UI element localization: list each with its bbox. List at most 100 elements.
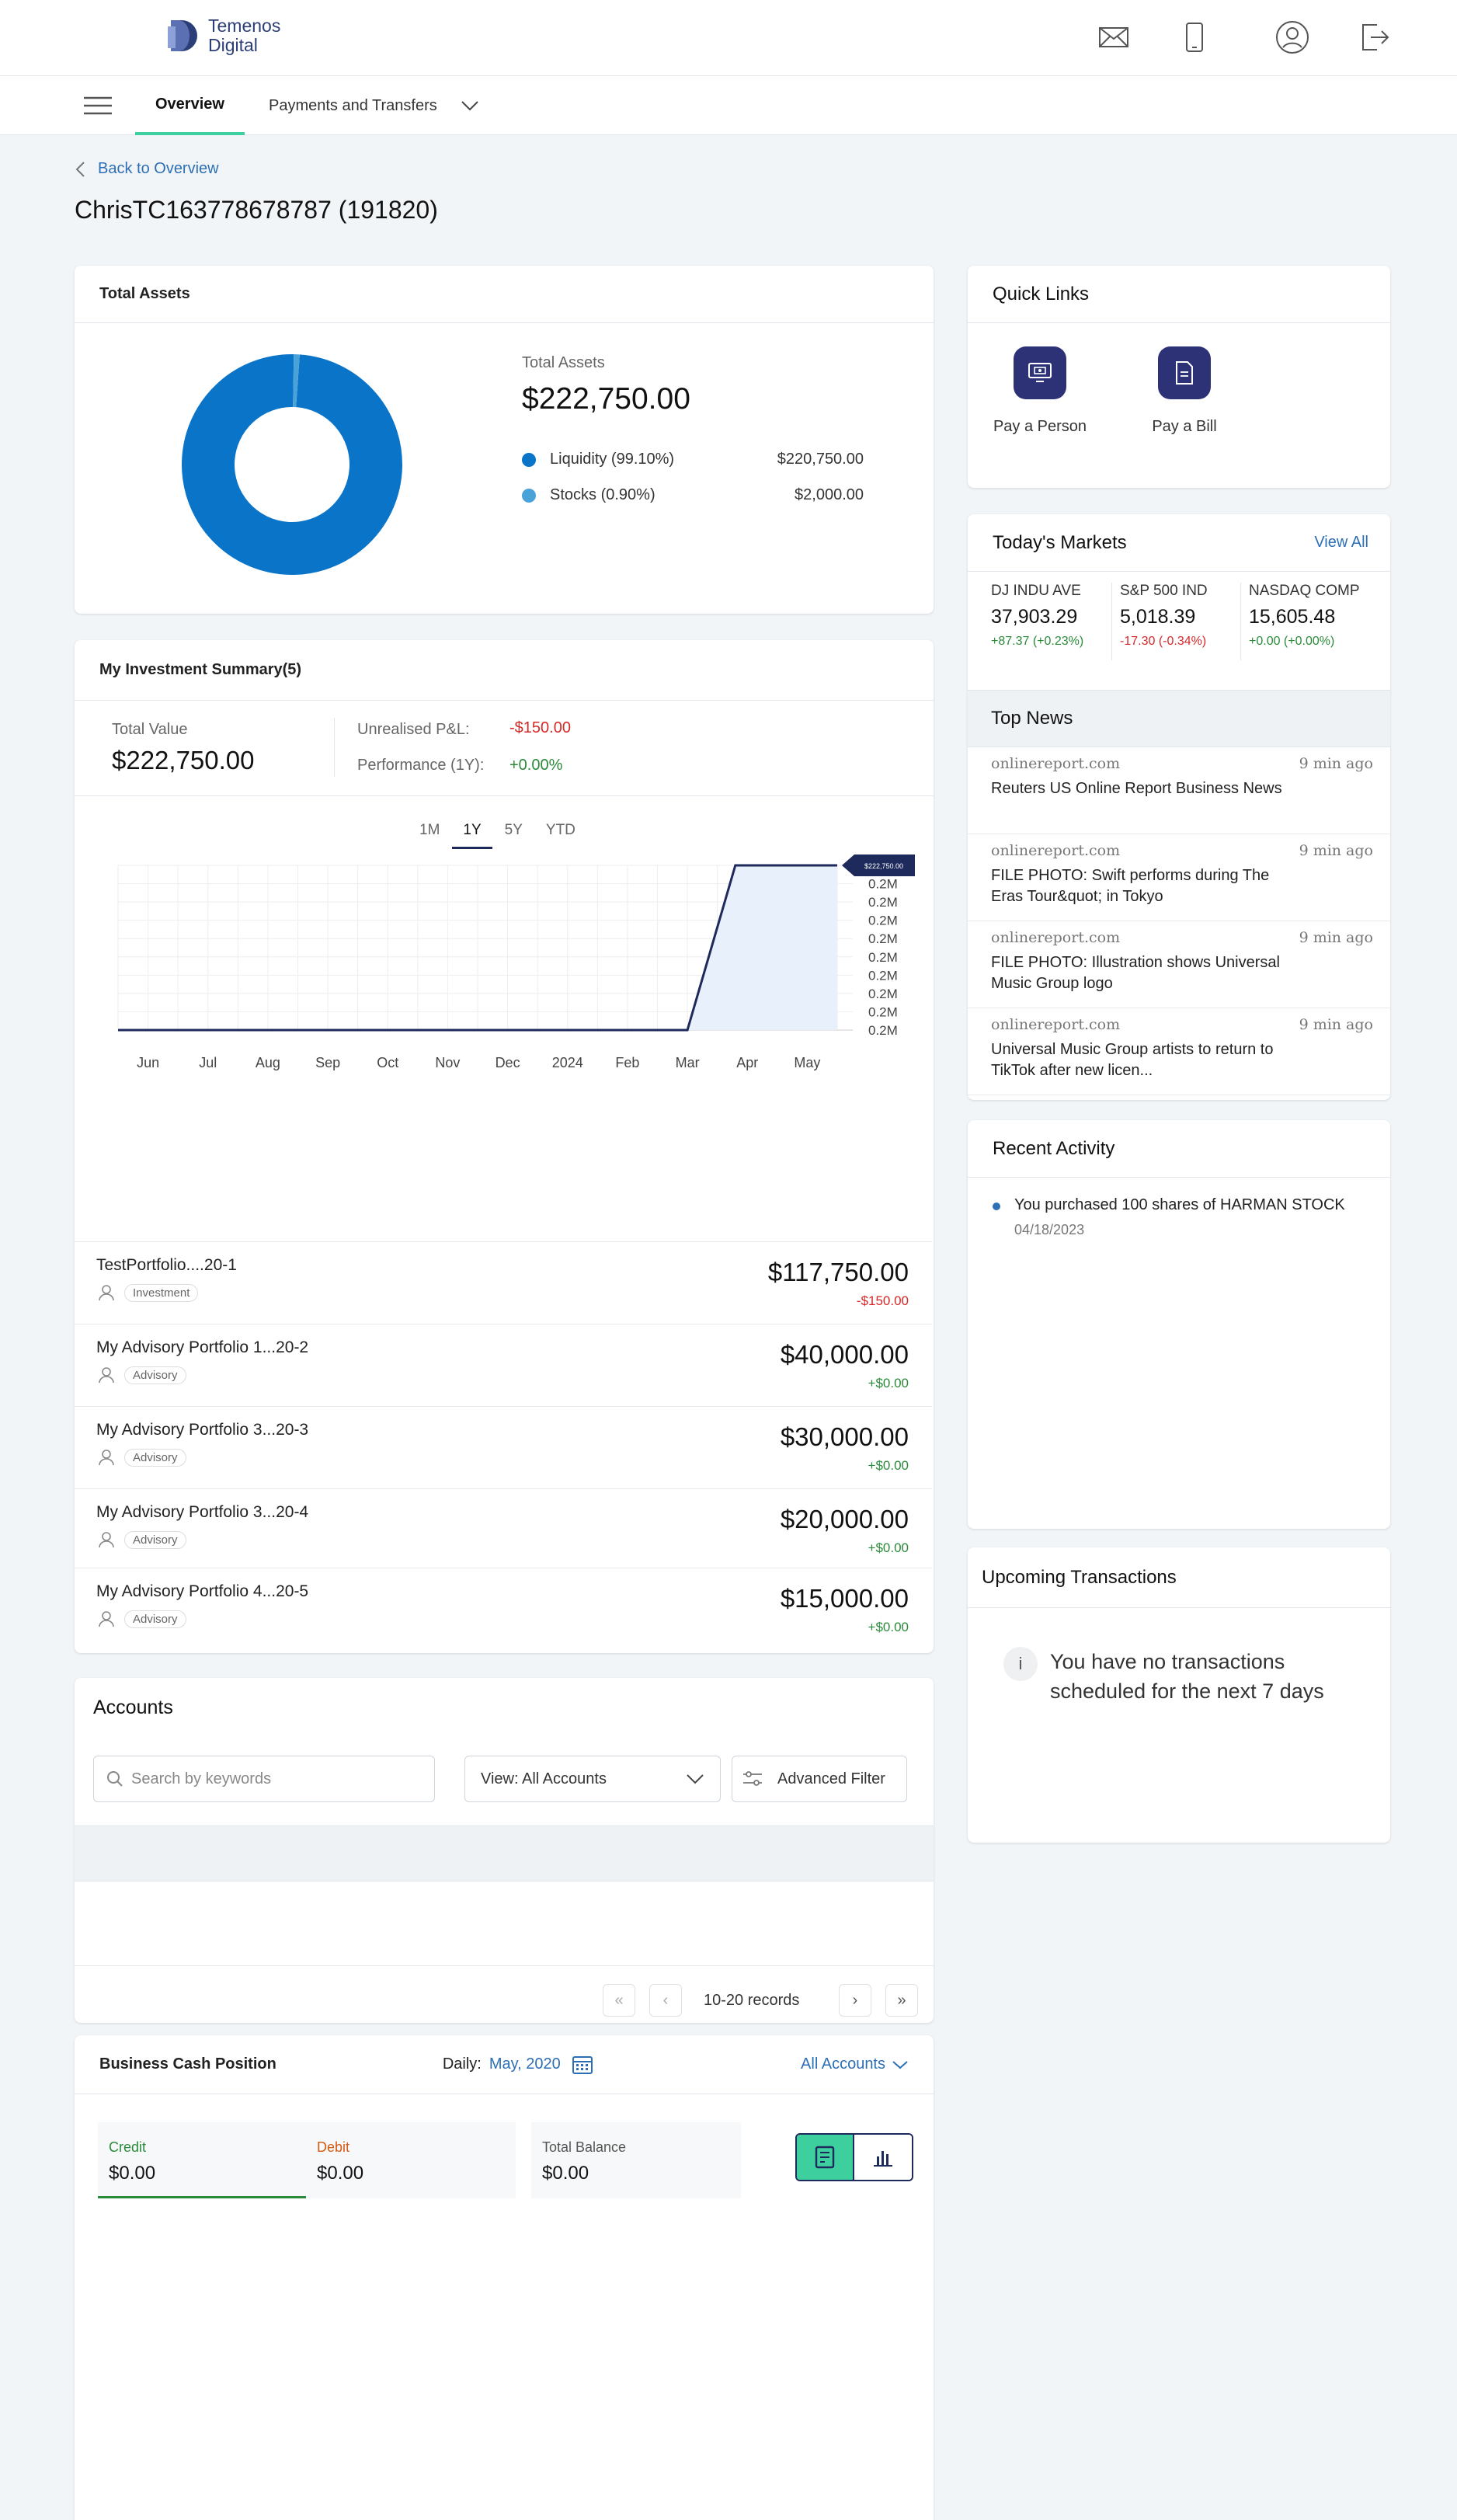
- portfolio-change: -$150.00: [856, 1293, 909, 1308]
- view-all-link[interactable]: View All: [1314, 534, 1368, 551]
- news-source: onlinereport.com: [991, 842, 1121, 859]
- summary-separator: [75, 795, 934, 796]
- x-tick-label: Oct: [377, 1055, 398, 1070]
- business-cash-position-card: Business Cash Position Daily: May, 2020 …: [75, 2035, 934, 2520]
- market-name: DJ INDU AVE: [991, 583, 1081, 599]
- pay-a-person-label: Pay a Person: [993, 418, 1087, 435]
- logout-icon[interactable]: [1354, 17, 1395, 57]
- news-item[interactable]: onlinereport.com 9 min ago FILE PHOTO: Ill…: [968, 921, 1390, 1008]
- total-balance-tile[interactable]: Total Balance $0.00: [531, 2122, 741, 2198]
- person-icon: [99, 1611, 114, 1627]
- portfolio-row[interactable]: My Advisory Portfolio 3...20-4 Advisory $2…: [75, 1488, 932, 1568]
- brand-logo[interactable]: Temenos Digital: [166, 16, 280, 56]
- person-icon: [99, 1367, 114, 1384]
- first-page-button[interactable]: «: [603, 1984, 635, 2017]
- market-index[interactable]: S&P 500 IND 5,018.39 -17.30 (-0.34%): [1120, 583, 1241, 660]
- legend-stocks-label: Stocks (0.90%): [550, 486, 655, 503]
- x-tick-label: 2024: [552, 1055, 583, 1070]
- top-header: Temenos Digital: [0, 0, 1457, 76]
- tooltip-text: $222,750.00: [864, 862, 903, 870]
- accounts-search-input[interactable]: Search by keywords: [93, 1756, 435, 1802]
- news-source: onlinereport.com: [991, 929, 1121, 946]
- hamburger-menu-icon[interactable]: [82, 95, 113, 117]
- mail-icon[interactable]: [1094, 17, 1134, 57]
- upcoming-transactions-card: Upcoming Transactions i You have no tran…: [968, 1547, 1390, 1843]
- news-item[interactable]: onlinereport.com 9 min ago Universal Music…: [968, 1008, 1390, 1095]
- donut-slice-0[interactable]: [182, 354, 402, 575]
- portfolio-name: My Advisory Portfolio 3...20-4: [96, 1503, 309, 1521]
- activity-text: You purchased 100 shares of HARMAN STOCK: [1014, 1196, 1345, 1213]
- debit-tile[interactable]: Debit $0.00: [306, 2122, 516, 2198]
- back-to-overview-link[interactable]: Back to Overview: [75, 160, 219, 178]
- portfolio-value: $15,000.00: [780, 1584, 909, 1613]
- y-tick-label: 0.2M: [868, 1023, 898, 1038]
- accounts-card: Accounts Search by keywords View: All Ac…: [75, 1678, 934, 2023]
- last-page-button[interactable]: »: [885, 1984, 918, 2017]
- donut-slice-1[interactable]: [182, 354, 402, 575]
- pay-a-person-link[interactable]: Pay a Person: [986, 346, 1094, 447]
- market-value: 37,903.29: [991, 606, 1078, 628]
- market-index[interactable]: NASDAQ COMP 15,605.48 +0.00 (+0.00%): [1249, 583, 1370, 660]
- news-time: 9 min ago: [1299, 755, 1373, 772]
- portfolio-list: TestPortfolio....20-1 Investment $117,750.…: [75, 1241, 934, 1653]
- portfolio-type-badge: Advisory: [124, 1449, 186, 1467]
- tab-overview[interactable]: Overview: [135, 76, 245, 135]
- market-index-list: DJ INDU AVE 37,903.29 +87.37 (+0.23%) S&P 5…: [968, 573, 1390, 660]
- quick-links-card: Quick Links Pay a Person Pay a Bill: [968, 266, 1390, 488]
- prev-page-button[interactable]: ‹: [649, 1984, 682, 2017]
- search-placeholder: Search by keywords: [131, 1770, 272, 1787]
- user-profile-icon[interactable]: [1272, 17, 1313, 57]
- brand-line-1: Temenos: [208, 16, 281, 36]
- portfolio-name: My Advisory Portfolio 4...20-5: [96, 1582, 309, 1600]
- daily-value[interactable]: May, 2020: [489, 2055, 561, 2073]
- chart-series-line[interactable]: [118, 864, 837, 1032]
- x-tick-label: Dec: [496, 1055, 520, 1070]
- tab-payments-and-transfers[interactable]: Payments and Transfers: [269, 76, 479, 135]
- market-change: +0.00 (+0.00%): [1249, 635, 1335, 648]
- double-chevron-right-icon: »: [897, 1991, 906, 2009]
- news-item[interactable]: onlinereport.com 9 min ago Reuters US Onli…: [968, 747, 1390, 834]
- todays-markets-card: Today's Markets View All DJ INDU AVE 37,9…: [968, 514, 1390, 1100]
- pay-a-bill-link[interactable]: Pay a Bill: [1131, 346, 1238, 447]
- page-title: ChrisTC163778678787 (191820): [75, 196, 438, 224]
- view-toggle: [795, 2133, 913, 2181]
- news-headline: FILE PHOTO: Swift performs during The Er…: [991, 867, 1270, 905]
- calendar-icon[interactable]: [572, 2055, 593, 2075]
- period-1y[interactable]: 1Y: [452, 822, 492, 849]
- portfolio-row[interactable]: My Advisory Portfolio 1...20-2 Advisory $4…: [75, 1324, 932, 1406]
- news-headline: Universal Music Group artists to return …: [991, 1041, 1274, 1079]
- table-view-button[interactable]: [797, 2135, 855, 2180]
- next-page-button[interactable]: ›: [839, 1984, 871, 2017]
- recent-activity-header: Recent Activity: [968, 1120, 1390, 1178]
- period-1m[interactable]: 1M: [419, 822, 440, 838]
- advanced-filter-button[interactable]: Advanced Filter: [732, 1756, 907, 1802]
- investment-summary-card: My Investment Summary(5) Total Value $22…: [75, 640, 934, 1653]
- investment-line-chart: 0.2M0.2M0.2M0.2M0.2M0.2M0.2M0.2M0.2M0.2M…: [117, 855, 915, 1070]
- daily-label: Daily:: [442, 2055, 482, 2073]
- pay-bill-icon: [1158, 346, 1211, 399]
- activity-item[interactable]: You purchased 100 shares of HARMAN STOCK…: [993, 1196, 1365, 1238]
- period-ytd[interactable]: YTD: [545, 822, 575, 838]
- search-icon: [107, 1771, 123, 1787]
- chart-view-button[interactable]: [854, 2135, 912, 2180]
- view-accounts-dropdown[interactable]: View: All Accounts: [464, 1756, 721, 1802]
- credit-tile[interactable]: Credit $0.00: [98, 2122, 308, 2198]
- news-item[interactable]: onlinereport.com 9 min ago FILE PHOTO: Swi…: [968, 834, 1390, 921]
- portfolio-row[interactable]: My Advisory Portfolio 4...20-5 Advisory $1…: [75, 1568, 932, 1653]
- mobile-icon[interactable]: [1174, 17, 1215, 57]
- pay-a-bill-label: Pay a Bill: [1152, 418, 1217, 435]
- all-accounts-dropdown[interactable]: All Accounts: [801, 2055, 909, 2073]
- total-balance-value: $0.00: [542, 2163, 589, 2184]
- y-tick-label: 0.2M: [868, 968, 898, 983]
- performance-label: Performance (1Y):: [357, 757, 485, 774]
- portfolio-row[interactable]: My Advisory Portfolio 3...20-3 Advisory $3…: [75, 1406, 932, 1488]
- chevron-left-icon: ‹: [662, 1991, 669, 2009]
- market-change: +87.37 (+0.23%): [991, 635, 1084, 648]
- portfolio-row[interactable]: TestPortfolio....20-1 Investment $117,750.…: [75, 1241, 932, 1324]
- top-news-list: onlinereport.com 9 min ago Reuters US Onli…: [968, 747, 1390, 1100]
- market-index[interactable]: DJ INDU AVE 37,903.29 +87.37 (+0.23%): [991, 583, 1112, 660]
- period-5y[interactable]: 5Y: [504, 822, 523, 838]
- recent-activity-card: Recent Activity You purchased 100 shares…: [968, 1120, 1390, 1529]
- portfolio-name: My Advisory Portfolio 3...20-3: [96, 1421, 309, 1439]
- legend-liquidity: Liquidity (99.10%) $220,750.00: [522, 451, 864, 468]
